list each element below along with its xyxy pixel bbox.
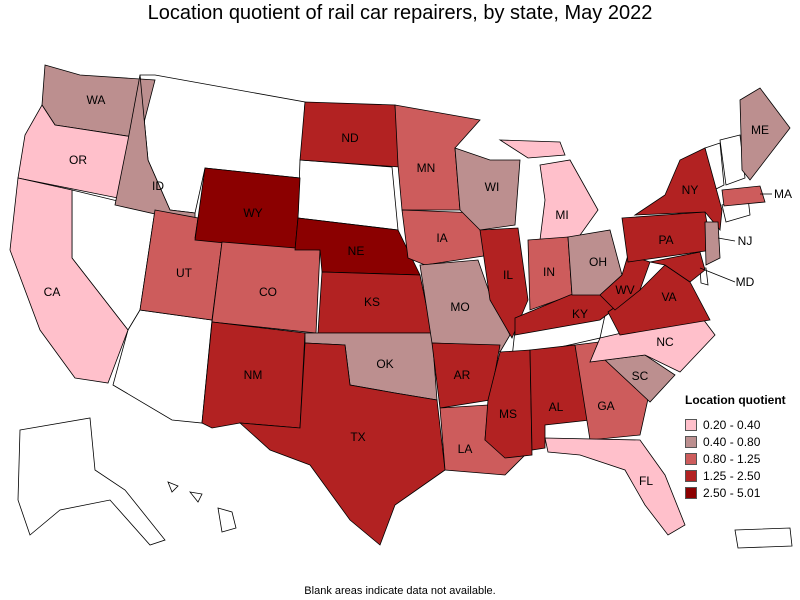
state-me [739,87,791,181]
state-labels: WA OR CA ID UT WY CO NM ND NE KS OK TX M… [44,93,792,488]
legend-label: 1.25 - 2.50 [703,468,761,483]
legend-swatch [685,486,697,499]
map-title: Location quotient of rail car repairers,… [147,2,653,24]
label-mo: MO [450,300,469,314]
label-ga: GA [597,399,614,413]
legend-item: 0.80 - 1.25 [685,450,795,467]
label-nd: ND [341,131,359,145]
label-ky: KY [572,307,588,321]
legend-label: 0.20 - 0.40 [703,417,761,432]
label-va: VA [661,290,676,304]
legend-swatch [685,452,697,465]
legend-item: 0.40 - 0.80 [685,433,795,450]
label-ne: NE [348,244,365,258]
legend-title: Location quotient [685,393,786,407]
leader-md [699,267,736,283]
leader-lines [699,193,772,283]
state-fl [544,437,686,536]
state-ny [633,147,723,231]
label-sc: SC [632,369,649,383]
legend-label: 0.80 - 1.25 [703,451,761,466]
legend-label: 0.40 - 0.80 [703,434,761,449]
label-in: IN [543,265,555,279]
label-pa: PA [658,233,673,247]
leader-nj [717,237,736,242]
label-fl: FL [639,474,653,488]
label-tx: TX [350,430,365,444]
state-ma [721,185,766,207]
legend-item: 1.25 - 2.50 [685,467,795,484]
state-hi [167,481,237,533]
state-ak [17,417,166,546]
label-me: ME [751,123,769,137]
label-ok: OK [376,357,393,371]
label-ma: MA [774,187,792,201]
label-wi: WI [485,180,500,194]
label-oh: OH [589,255,607,269]
label-wv: WV [615,283,634,297]
label-mn: MN [417,161,436,175]
no-data-states [17,74,793,549]
footnote: Blank areas indicate data not available. [304,585,496,597]
label-wa: WA [87,93,106,107]
data-states [9,64,791,546]
label-co: CO [259,285,277,299]
label-id: ID [152,179,164,193]
label-ut: UT [176,266,193,280]
label-nj: NJ [738,234,753,248]
label-ms: MS [499,407,517,421]
state-pr [734,527,793,549]
label-nm: NM [244,368,263,382]
legend-item: 0.20 - 0.40 [685,416,795,433]
state-tx [238,342,446,546]
state-wi [454,147,521,231]
label-md: MD [736,275,755,289]
legend-swatch [685,435,697,448]
label-or: OR [69,153,87,167]
label-ia: IA [436,231,447,245]
label-il: IL [503,268,513,282]
state-nj [704,221,721,266]
label-al: AL [549,400,564,414]
label-ar: AR [454,368,471,382]
state-ca [9,177,129,384]
label-mi: MI [555,208,568,222]
legend-swatch [685,418,697,431]
legend-swatch [685,469,697,482]
label-wy: WY [243,206,262,220]
legend-label: 2.50 - 5.01 [703,485,761,500]
legend-item: 2.50 - 5.01 [685,484,795,501]
label-ny: NY [682,183,699,197]
legend: Location quotient 0.20 - 0.40 0.40 - 0.80… [685,393,795,501]
state-md [649,251,706,283]
label-nc: NC [656,335,674,349]
label-ca: CA [44,285,61,299]
state-nh [719,134,746,186]
label-ks: KS [364,295,380,309]
label-la: LA [458,442,473,456]
